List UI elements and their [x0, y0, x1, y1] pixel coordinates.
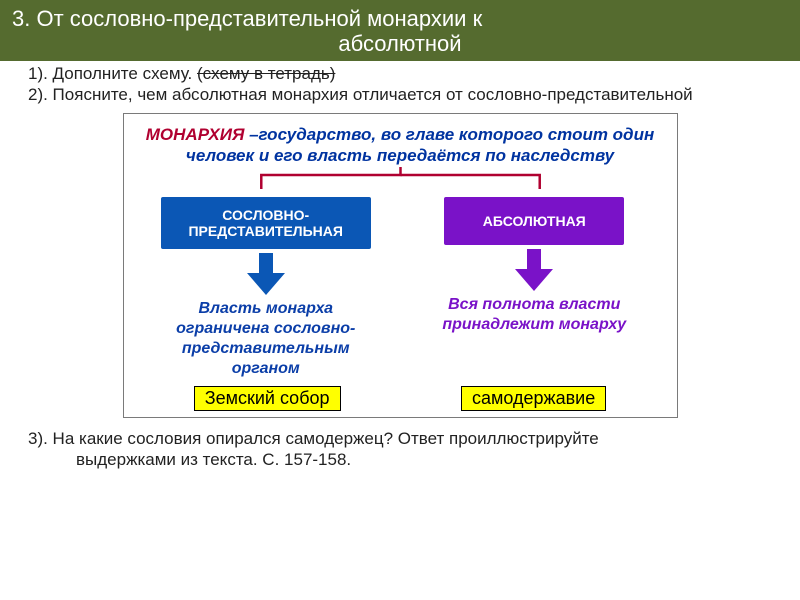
- task-3-line2: выдержками из текста. С. 157-158.: [28, 449, 782, 470]
- definition-term: МОНАРХИЯ: [146, 125, 245, 144]
- section-header: 3. От сословно-представительной монархии…: [0, 0, 800, 61]
- left-type-box: СОСЛОВНО-ПРЕДСТАВИТЕЛЬНАЯ: [161, 197, 371, 249]
- header-line1: 3. От сословно-представительной монархии…: [12, 6, 482, 31]
- task-2: 2). Поясните, чем абсолютная монархия от…: [28, 84, 782, 105]
- arrow-down-left: [241, 253, 291, 295]
- task-list: 1). Дополните схему. (схему в тетрадь) 2…: [0, 61, 800, 110]
- definition-dash: –: [244, 125, 258, 144]
- task-3-line1: 3). На какие сословия опирался самодерже…: [28, 428, 782, 449]
- task-1-text: 1). Дополните схему.: [28, 64, 197, 83]
- right-type-box: АБСОЛЮТНАЯ: [444, 197, 624, 245]
- left-desc: Власть монарха ограничена сословно-предс…: [145, 297, 387, 381]
- diagram: МОНАРХИЯ –государство, во главе которого…: [123, 113, 678, 418]
- yellow-row: Земский собор самодержавие: [124, 386, 677, 411]
- connector-lines: [132, 173, 669, 191]
- branch-left: СОСЛОВНО-ПРЕДСТАВИТЕЛЬНАЯ Власть монарха…: [145, 197, 387, 381]
- branch-right: АБСОЛЮТНАЯ Вся полнота власти принадлежи…: [413, 197, 655, 381]
- yellow-left: Земский собор: [194, 386, 341, 411]
- task-1-strike: (схему в тетрадь): [197, 64, 335, 83]
- yellow-right: самодержавие: [461, 386, 606, 411]
- header-line2: абсолютной: [12, 31, 788, 56]
- right-desc: Вся полнота власти принадлежит монарху: [413, 293, 655, 337]
- arrow-down-right: [509, 249, 559, 291]
- task-1: 1). Дополните схему. (схему в тетрадь): [28, 63, 782, 84]
- definition-block: МОНАРХИЯ –государство, во главе которого…: [132, 122, 669, 173]
- branches-row: СОСЛОВНО-ПРЕДСТАВИТЕЛЬНАЯ Власть монарха…: [132, 197, 669, 381]
- task-3: 3). На какие сословия опирался самодерже…: [0, 418, 800, 471]
